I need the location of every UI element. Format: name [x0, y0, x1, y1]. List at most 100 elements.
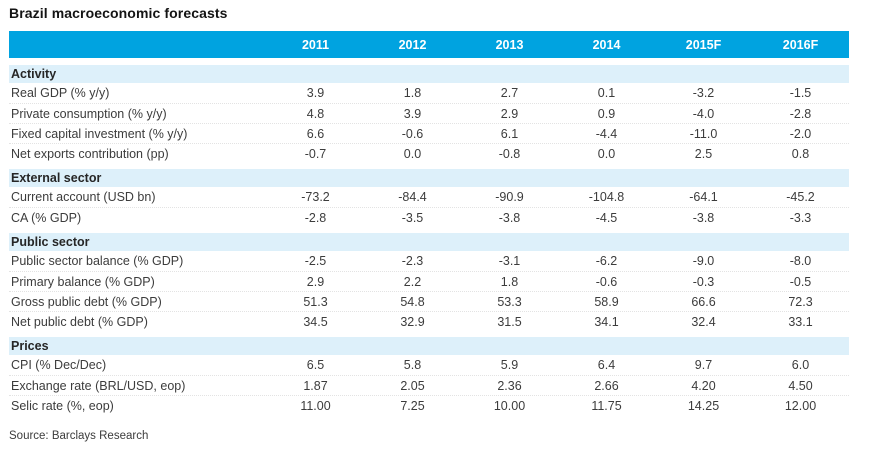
value-cell: 1.8 [500, 274, 519, 289]
value-cell: 72.3 [788, 294, 813, 309]
row-label: Net public debt (% GDP) [11, 314, 148, 329]
value-cell: 6.0 [791, 358, 810, 372]
value-cell: -0.8 [498, 146, 521, 161]
value-cell: 2.36 [497, 378, 522, 393]
section-header: Prices [9, 337, 849, 355]
table-row: Public sector balance (% GDP) -2.5 -2.3 -3.… [9, 251, 849, 271]
table-row: Net exports contribution (pp) -0.7 0.0 -0.8… [9, 143, 849, 163]
value-cell: -2.0 [789, 126, 812, 141]
value-cell: 4.20 [691, 378, 716, 393]
value-cell: -2.5 [304, 254, 327, 268]
row-label: Fixed capital investment (% y/y) [11, 126, 188, 141]
value-cell: 12.00 [784, 398, 817, 413]
value-cell: -4.5 [595, 210, 618, 225]
value-cell: 2.66 [594, 378, 619, 393]
table-row: Exchange rate (BRL/USD, eop) 1.87 2.05 2.36… [9, 375, 849, 395]
value-cell: 3.9 [403, 106, 422, 121]
value-cell: 4.8 [306, 106, 325, 121]
value-cell: 9.7 [694, 358, 713, 372]
year-header: 2014 [592, 37, 621, 52]
value-cell: 2.7 [500, 86, 519, 100]
table-section: Public sector Public sector balance (% GD… [9, 233, 849, 331]
value-cell: -73.2 [301, 190, 330, 204]
value-cell: -2.3 [401, 254, 424, 268]
figure-title: Brazil macroeconomic forecasts [9, 5, 228, 21]
value-cell: -0.3 [692, 274, 715, 289]
row-label: Public sector balance (% GDP) [11, 254, 184, 268]
table-row: CA (% GDP) -2.8 -3.5 -3.8 -4.5 -3.8 -3.3 [9, 207, 849, 227]
value-cell: 14.25 [687, 398, 720, 413]
table-body: Activity Real GDP (% y/y) 3.9 1.8 2.7 0.1 -3.2… [9, 65, 849, 415]
value-cell: 32.9 [400, 314, 425, 329]
value-cell: 6.1 [500, 126, 519, 141]
value-cell: -8.0 [789, 254, 812, 268]
value-cell: 6.4 [597, 358, 616, 372]
header-gap [9, 58, 849, 65]
section-header: Public sector [9, 233, 849, 251]
value-cell: 6.5 [306, 358, 325, 372]
table-row: Fixed capital investment (% y/y) 6.6 -0.6 6… [9, 123, 849, 143]
value-cell: 0.0 [403, 146, 422, 161]
value-cell: -0.6 [401, 126, 424, 141]
value-cell: 2.9 [306, 274, 325, 289]
value-cell: 58.9 [594, 294, 619, 309]
value-cell: -104.8 [588, 190, 625, 204]
value-cell: 0.1 [597, 86, 616, 100]
value-cell: -3.8 [692, 210, 715, 225]
section-header: Activity [9, 65, 849, 83]
year-header: 2011 [301, 37, 330, 52]
value-cell: 10.00 [493, 398, 526, 413]
value-cell: 34.5 [303, 314, 328, 329]
value-cell: -64.1 [689, 190, 718, 204]
row-label: CA (% GDP) [11, 210, 82, 225]
row-label: Exchange rate (BRL/USD, eop) [11, 378, 186, 393]
value-cell: 2.9 [500, 106, 519, 121]
section-header: External sector [9, 169, 849, 187]
value-cell: -2.8 [789, 106, 812, 121]
section-header-label: Prices [11, 339, 49, 353]
value-cell: -9.0 [692, 254, 715, 268]
source-note: Source: Barclays Research [9, 430, 149, 442]
year-header: 2013 [495, 37, 524, 52]
value-cell: -3.5 [401, 210, 424, 225]
year-header: 2015F [685, 37, 722, 52]
value-cell: -3.1 [498, 254, 521, 268]
row-label: Primary balance (% GDP) [11, 274, 155, 289]
row-label: Real GDP (% y/y) [11, 86, 110, 100]
value-cell: 3.9 [306, 86, 325, 100]
table-row: Private consumption (% y/y) 4.8 3.9 2.9 0.9 -… [9, 103, 849, 123]
table-section: External sector Current account (USD bn) -… [9, 169, 849, 227]
table-row: Gross public debt (% GDP) 51.3 54.8 53.3 58.… [9, 291, 849, 311]
value-cell: 34.1 [594, 314, 619, 329]
section-header-label: External sector [11, 171, 102, 185]
table-row: Current account (USD bn) -73.2 -84.4 -90.9 -… [9, 187, 849, 207]
value-cell: 1.8 [403, 86, 422, 100]
value-cell: -90.9 [495, 190, 524, 204]
table-row: Selic rate (%, eop) 11.00 7.25 10.00 11.75 14… [9, 395, 849, 415]
year-header: 2012 [398, 37, 427, 52]
value-cell: 32.4 [691, 314, 716, 329]
value-cell: 53.3 [497, 294, 522, 309]
row-label: Net exports contribution (pp) [11, 146, 169, 161]
value-cell: -11.0 [689, 126, 718, 141]
value-cell: -4.0 [692, 106, 715, 121]
value-cell: 7.25 [400, 398, 425, 413]
forecast-table: 2011 2012 2013 2014 2015F 2016F Activity Real … [9, 31, 849, 415]
row-label: Current account (USD bn) [11, 190, 156, 204]
value-cell: -0.6 [595, 274, 618, 289]
value-cell: -1.5 [789, 86, 812, 100]
value-cell: -3.8 [498, 210, 521, 225]
value-cell: 6.6 [306, 126, 325, 141]
row-label: Selic rate (%, eop) [11, 398, 114, 413]
table-row: Net public debt (% GDP) 34.5 32.9 31.5 34.1 3… [9, 311, 849, 331]
value-cell: 66.6 [691, 294, 716, 309]
value-cell: 2.2 [403, 274, 422, 289]
table-row: CPI (% Dec/Dec) 6.5 5.8 5.9 6.4 9.7 6.0 [9, 355, 849, 375]
value-cell: 51.3 [303, 294, 328, 309]
value-cell: -3.3 [789, 210, 812, 225]
row-label: CPI (% Dec/Dec) [11, 358, 107, 372]
value-cell: 5.8 [403, 358, 422, 372]
row-label: Private consumption (% y/y) [11, 106, 167, 121]
section-header-label: Public sector [11, 235, 90, 249]
table-row: Primary balance (% GDP) 2.9 2.2 1.8 -0.6 -0.3… [9, 271, 849, 291]
